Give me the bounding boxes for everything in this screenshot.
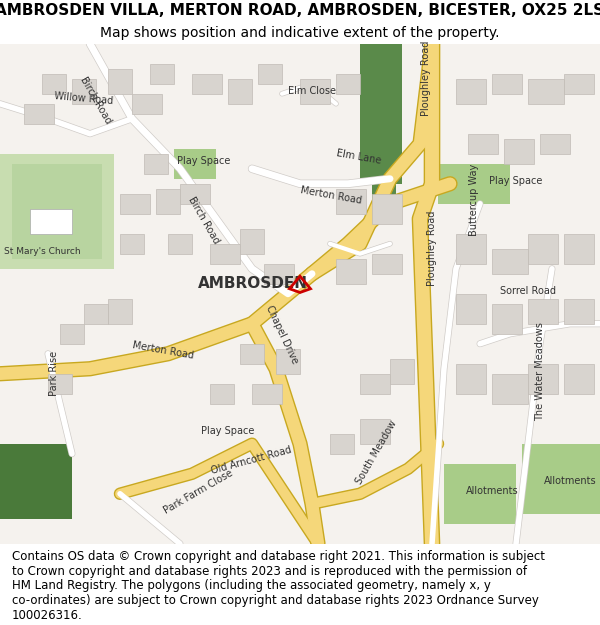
Polygon shape [564,234,594,264]
Polygon shape [168,234,192,254]
Polygon shape [492,374,528,404]
Text: Allotments: Allotments [544,476,596,486]
Polygon shape [132,94,162,114]
Text: Allotments: Allotments [466,486,518,496]
Polygon shape [240,229,264,254]
Text: Buttercup Way: Buttercup Way [469,164,479,236]
Polygon shape [120,194,150,214]
Text: Park Farm Close: Park Farm Close [162,468,235,516]
Polygon shape [372,184,396,204]
Polygon shape [192,74,222,94]
Text: HM Land Registry. The polygons (including the associated geometry, namely x, y: HM Land Registry. The polygons (includin… [12,579,491,592]
Text: Play Space: Play Space [178,156,230,166]
Polygon shape [372,194,402,224]
Polygon shape [300,79,330,104]
Polygon shape [252,384,282,404]
Text: Park Rise: Park Rise [49,351,59,396]
Polygon shape [564,74,594,94]
Text: Birch Road: Birch Road [187,195,221,246]
Text: Ploughley Road: Ploughley Road [427,211,437,286]
Text: Map shows position and indicative extent of the property.: Map shows position and indicative extent… [100,26,500,40]
Polygon shape [42,74,66,94]
Polygon shape [0,444,72,519]
Polygon shape [492,304,522,334]
Polygon shape [150,64,174,84]
Text: Chapel Drive: Chapel Drive [264,304,300,366]
Polygon shape [60,324,84,344]
Polygon shape [444,464,516,524]
Text: South Meadow: South Meadow [354,418,398,486]
Polygon shape [438,164,510,204]
Text: Sorrel Road: Sorrel Road [500,286,556,296]
Polygon shape [228,79,252,104]
Text: Elm Close: Elm Close [288,86,336,96]
Polygon shape [30,209,72,234]
Text: Ploughley Road: Ploughley Road [421,41,431,116]
Polygon shape [360,374,390,394]
Text: Merton Road: Merton Road [132,340,195,361]
Polygon shape [72,79,96,104]
Polygon shape [336,189,366,214]
Polygon shape [120,234,144,254]
Polygon shape [528,299,558,324]
Polygon shape [360,44,402,184]
Polygon shape [492,249,528,274]
Polygon shape [210,244,240,264]
Polygon shape [240,344,264,364]
Polygon shape [210,384,234,404]
Polygon shape [564,364,594,394]
Polygon shape [84,304,108,324]
Polygon shape [390,359,414,384]
Text: Merton Road: Merton Road [300,185,363,206]
Text: St Mary's Church: St Mary's Church [4,247,80,256]
Polygon shape [108,299,132,324]
Polygon shape [330,434,354,454]
Polygon shape [12,164,102,259]
Polygon shape [372,254,402,274]
Polygon shape [456,294,486,324]
Polygon shape [468,134,498,154]
Text: Willow Road: Willow Road [54,91,114,106]
Polygon shape [360,419,390,444]
Polygon shape [456,234,486,264]
Text: The Water Meadows: The Water Meadows [535,322,545,421]
Text: Play Space: Play Space [490,176,542,186]
Text: Elm Lane: Elm Lane [336,148,382,166]
Polygon shape [264,264,294,284]
Text: to Crown copyright and database rights 2023 and is reproduced with the permissio: to Crown copyright and database rights 2… [12,565,527,578]
Polygon shape [492,74,522,94]
Polygon shape [504,139,534,164]
Polygon shape [336,74,360,94]
Polygon shape [456,364,486,394]
Text: AMBROSDEN VILLA, MERTON ROAD, AMBROSDEN, BICESTER, OX25 2LS: AMBROSDEN VILLA, MERTON ROAD, AMBROSDEN,… [0,3,600,18]
Polygon shape [528,79,564,104]
Text: Play Space: Play Space [202,426,254,436]
Polygon shape [144,154,168,174]
Polygon shape [528,364,558,394]
Polygon shape [564,299,594,324]
Text: co-ordinates) are subject to Crown copyright and database rights 2023 Ordnance S: co-ordinates) are subject to Crown copyr… [12,594,539,607]
Polygon shape [456,79,486,104]
Polygon shape [180,184,210,204]
Polygon shape [540,134,570,154]
Text: Old Arncott Road: Old Arncott Road [210,444,293,476]
Polygon shape [48,374,72,394]
Text: Birch Road: Birch Road [78,75,113,126]
Polygon shape [0,154,114,269]
Polygon shape [258,64,282,84]
Polygon shape [174,149,216,179]
Polygon shape [24,104,54,124]
Polygon shape [156,189,180,214]
Polygon shape [522,444,600,514]
Text: 100026316.: 100026316. [12,609,83,622]
Polygon shape [528,234,558,264]
Text: Contains OS data © Crown copyright and database right 2021. This information is : Contains OS data © Crown copyright and d… [12,550,545,563]
Polygon shape [336,259,366,284]
Text: AMBROSDEN: AMBROSDEN [198,276,308,291]
Polygon shape [108,69,132,94]
Polygon shape [276,349,300,374]
